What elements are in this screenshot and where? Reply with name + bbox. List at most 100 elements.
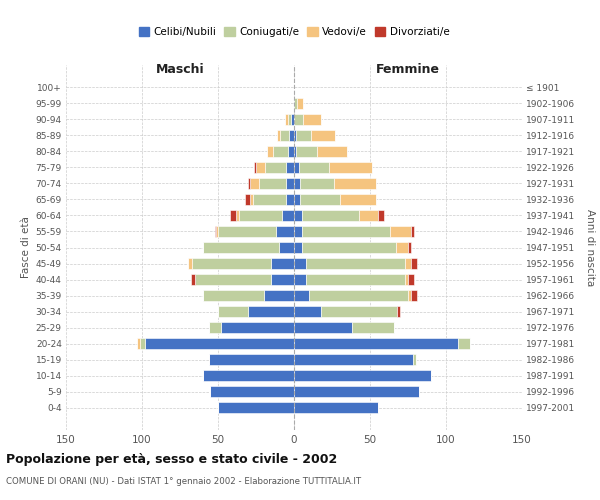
Bar (408, 274, 414, 285)
Bar (294, 114, 303, 125)
Bar (277, 130, 280, 141)
Bar (377, 210, 383, 221)
Bar (322, 306, 397, 318)
Bar (397, 306, 400, 318)
Bar (248, 306, 294, 318)
Bar (296, 130, 311, 141)
Bar (299, 162, 329, 173)
Bar (253, 194, 286, 205)
Text: Maschi: Maschi (155, 63, 205, 76)
Bar (203, 242, 279, 254)
Bar (211, 386, 294, 398)
Bar (294, 322, 352, 334)
Bar (254, 162, 256, 173)
Bar (256, 162, 265, 173)
Bar (209, 354, 294, 366)
Bar (289, 130, 294, 141)
Bar (221, 322, 294, 334)
Bar (280, 130, 289, 141)
Bar (408, 242, 411, 254)
Bar (294, 146, 296, 157)
Bar (294, 338, 458, 349)
Bar (294, 194, 300, 205)
Bar (294, 354, 413, 366)
Bar (302, 210, 359, 221)
Bar (300, 194, 340, 205)
Bar (145, 338, 294, 349)
Bar (297, 98, 303, 109)
Bar (250, 194, 253, 205)
Bar (248, 178, 250, 189)
Bar (273, 146, 288, 157)
Bar (245, 194, 250, 205)
Y-axis label: Anni di nascita: Anni di nascita (585, 209, 595, 286)
Bar (390, 226, 411, 237)
Bar (230, 210, 236, 221)
Bar (303, 114, 322, 125)
Bar (396, 242, 408, 254)
Bar (285, 114, 288, 125)
Bar (411, 226, 414, 237)
Bar (263, 290, 294, 302)
Bar (306, 258, 405, 270)
Bar (300, 178, 334, 189)
Bar (408, 290, 411, 302)
Bar (218, 226, 276, 237)
Bar (302, 226, 390, 237)
Bar (191, 274, 195, 285)
Bar (294, 98, 297, 109)
Bar (271, 258, 294, 270)
Bar (294, 274, 306, 285)
Bar (282, 210, 294, 221)
Bar (195, 274, 271, 285)
Bar (306, 274, 405, 285)
Bar (271, 274, 294, 285)
Y-axis label: Fasce di età: Fasce di età (22, 216, 31, 278)
Bar (458, 338, 470, 349)
Bar (340, 194, 376, 205)
Bar (296, 146, 317, 157)
Bar (286, 194, 294, 205)
Bar (279, 242, 294, 254)
Bar (288, 146, 294, 157)
Bar (294, 242, 302, 254)
Bar (294, 130, 296, 141)
Bar (203, 370, 294, 382)
Bar (217, 226, 218, 237)
Bar (259, 178, 286, 189)
Bar (413, 354, 416, 366)
Bar (359, 210, 377, 221)
Text: Popolazione per età, sesso e stato civile - 2002: Popolazione per età, sesso e stato civil… (6, 452, 337, 466)
Bar (288, 114, 291, 125)
Bar (294, 226, 302, 237)
Bar (294, 258, 306, 270)
Bar (192, 258, 271, 270)
Bar (294, 178, 300, 189)
Bar (188, 258, 192, 270)
Bar (286, 178, 294, 189)
Bar (329, 162, 371, 173)
Bar (286, 162, 294, 173)
Bar (294, 386, 419, 398)
Bar (137, 338, 140, 349)
Bar (352, 322, 394, 334)
Bar (294, 402, 377, 413)
Bar (411, 290, 417, 302)
Bar (209, 322, 221, 334)
Bar (215, 226, 217, 237)
Bar (294, 210, 302, 221)
Bar (291, 114, 294, 125)
Bar (250, 178, 259, 189)
Bar (140, 338, 145, 349)
Bar (266, 146, 273, 157)
Legend: Celibi/Nubili, Coniugati/e, Vedovi/e, Divorziati/e: Celibi/Nubili, Coniugati/e, Vedovi/e, Di… (134, 23, 454, 41)
Bar (411, 258, 417, 270)
Bar (294, 370, 431, 382)
Bar (294, 306, 322, 318)
Text: COMUNE DI ORANI (NU) - Dati ISTAT 1° gennaio 2002 - Elaborazione TUTTITALIA.IT: COMUNE DI ORANI (NU) - Dati ISTAT 1° gen… (6, 478, 361, 486)
Bar (334, 178, 376, 189)
Bar (265, 162, 286, 173)
Bar (239, 210, 282, 221)
Bar (276, 226, 294, 237)
Bar (294, 162, 299, 173)
